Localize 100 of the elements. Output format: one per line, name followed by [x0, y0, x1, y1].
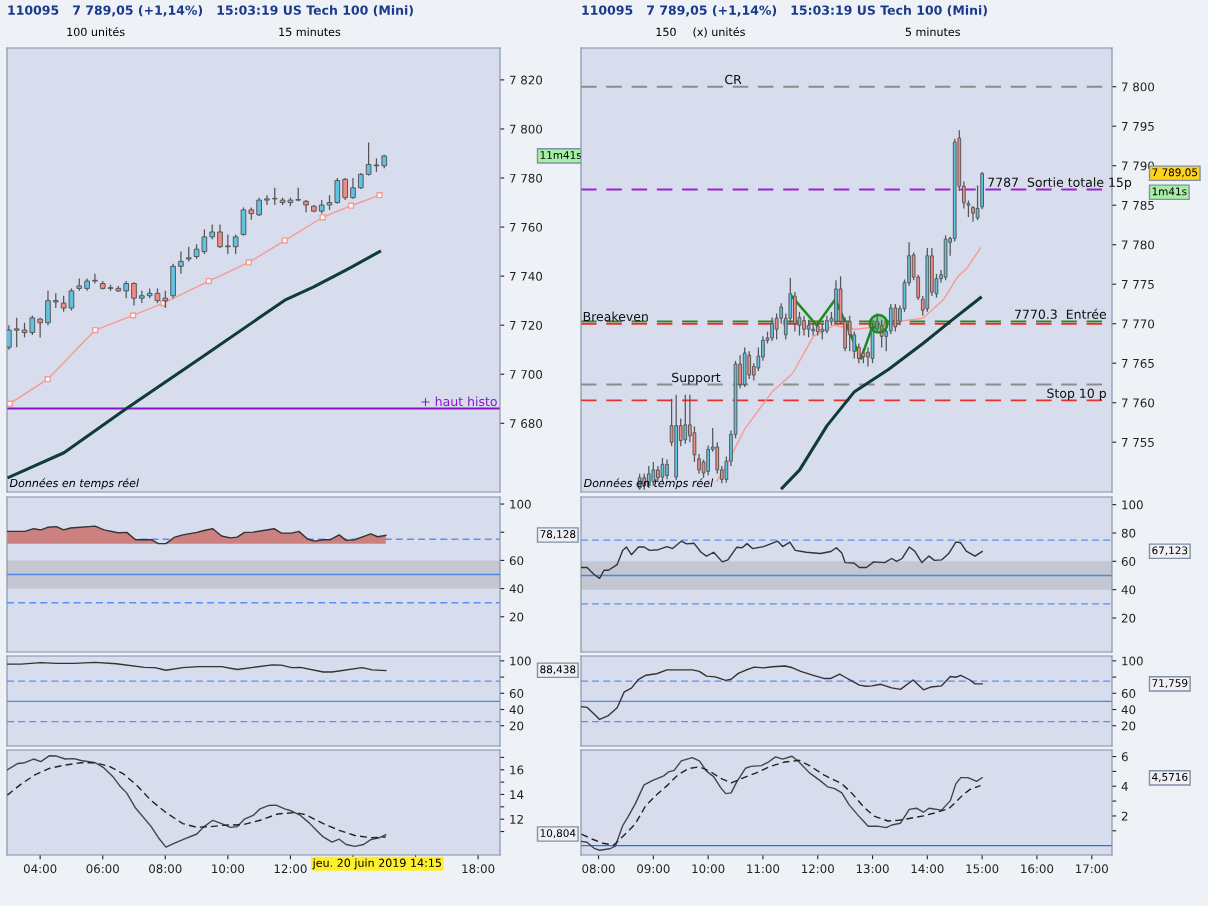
y-tick-label: 40 — [1121, 705, 1136, 715]
candlestick — [217, 223, 223, 249]
x-tick-label: 12:00 — [802, 864, 834, 874]
line-series — [581, 665, 983, 721]
chart-title: 110095 7 789,05 (+1,14%) 15:03:19 US Tech 100 (Mini) — [582, 5, 987, 17]
point — [319, 214, 326, 221]
ref-line-label: 7770.3 Entrée — [1015, 308, 1107, 319]
text: jeu. 20 juin 2019 14:15 — [312, 858, 442, 870]
x-tick-label: 08:00 — [582, 864, 615, 874]
candlestick — [264, 194, 270, 206]
candlestick — [13, 317, 20, 348]
candlestick — [178, 250, 184, 275]
point — [129, 312, 137, 319]
y-tick-label: 20 — [509, 612, 524, 622]
point — [281, 237, 288, 244]
point — [44, 376, 51, 383]
y-tick-label: 4 — [1121, 782, 1128, 791]
text: 150 — [656, 27, 676, 37]
point — [347, 202, 355, 209]
candlestick — [651, 461, 656, 487]
candlestick — [131, 281, 137, 307]
x-tick-label: 04:00 — [23, 864, 57, 874]
y-tick-label: 7 775 — [1122, 280, 1154, 289]
line-series — [7, 762, 387, 839]
y-tick-label: 20 — [509, 721, 524, 731]
chart-title: 110095 7 789,05 (+1,14%) 15:03:19 US Tech 100 (Mini) — [8, 5, 413, 17]
x-tick-label: 10:00 — [692, 864, 725, 874]
line-series — [7, 250, 382, 479]
y-tick-label: 7 785 — [1122, 200, 1154, 210]
y-tick-label: 7 795 — [1122, 121, 1154, 131]
point — [245, 259, 252, 266]
y-tick-label: 14 — [510, 790, 524, 799]
y-tick-label: 2 — [1121, 811, 1128, 821]
point — [92, 326, 99, 334]
y-tick-label: 40 — [509, 705, 524, 715]
line-series — [581, 540, 983, 580]
y-tick-label: 7 800 — [510, 124, 543, 134]
x-tick-label: 13:00 — [856, 864, 889, 874]
y-tick-label: 100 — [1122, 656, 1143, 666]
text: 78,128 — [540, 530, 576, 540]
y-tick-label: 7 765 — [1122, 358, 1154, 368]
candlestick — [350, 177, 356, 200]
y-tick-label: 7 755 — [1122, 438, 1154, 447]
text: 7 789,05 — [1152, 168, 1198, 178]
y-tick-label: 7 740 — [510, 271, 543, 281]
candlestick — [884, 327, 889, 352]
y-tick-label: 20 — [1121, 613, 1136, 623]
y-tick-label: 7 780 — [510, 173, 543, 183]
y-tick-label: 7 700 — [510, 369, 543, 379]
ref-line-label: Stop 10 p — [1047, 388, 1107, 401]
x-tick-label: 12:00 — [274, 864, 307, 874]
y-tick-label: 16 — [510, 765, 524, 775]
candlestick — [888, 303, 893, 335]
candlestick — [92, 273, 98, 285]
ref-line-label: + haut histo — [421, 396, 497, 407]
annotation: 11m41s — [540, 151, 582, 159]
text: 100 unités — [67, 27, 125, 37]
x-tick-label: 10:00 — [212, 864, 245, 874]
point — [205, 277, 212, 285]
y-tick-label: 100 — [510, 656, 531, 666]
y-tick-label: 100 — [510, 499, 531, 509]
y-tick-label: 6 — [1121, 752, 1128, 762]
x-tick-label: 17:00 — [1076, 864, 1108, 874]
y-tick-label: 20 — [1121, 721, 1136, 731]
text: 71,759 — [1152, 679, 1188, 688]
ref-line-label: Support — [672, 372, 721, 385]
x-tick-label: 09:00 — [637, 864, 670, 874]
y-tick-label: 12 — [510, 814, 523, 824]
line-series — [7, 754, 387, 848]
text: 1m41s — [1152, 187, 1187, 196]
text: 10,804 — [540, 829, 576, 839]
x-tick-label: 16:00 — [1021, 864, 1054, 874]
candlestick — [256, 197, 262, 217]
candlestick — [45, 290, 51, 326]
annotation: Données en temps réel — [9, 478, 139, 490]
x-tick-label: 18:00 — [462, 864, 495, 874]
text: 15 minutes — [279, 27, 341, 37]
x-tick-label: 11:00 — [747, 864, 780, 874]
ref-line-label: 7787 Sortie totale 15p — [988, 177, 1132, 190]
candlestick — [225, 233, 231, 255]
x-tick-label: 08:00 — [149, 864, 182, 874]
y-tick-label: 60 — [1121, 689, 1136, 698]
text: 67,123 — [1152, 546, 1188, 556]
x-tick-label: 14:00 — [911, 864, 944, 874]
point — [7, 400, 13, 407]
ref-line-label: Breakeven — [583, 311, 648, 322]
point — [376, 192, 383, 199]
y-tick-label: 60 — [509, 689, 524, 698]
y-tick-label: 40 — [1121, 585, 1136, 595]
x-tick-label: 06:00 — [86, 864, 119, 874]
line-series — [780, 296, 983, 490]
y-tick-label: 7 820 — [510, 75, 543, 85]
y-tick-label: 7 770 — [1122, 319, 1155, 329]
x-tick-label: 15:00 — [966, 864, 999, 874]
y-tick-label: 7 760 — [510, 222, 543, 232]
candlestick — [879, 319, 884, 349]
y-tick-label: 80 — [1121, 528, 1136, 538]
text: 5 minutes — [905, 27, 960, 37]
text: (x) unités — [693, 27, 745, 38]
text: 88,438 — [540, 665, 576, 675]
